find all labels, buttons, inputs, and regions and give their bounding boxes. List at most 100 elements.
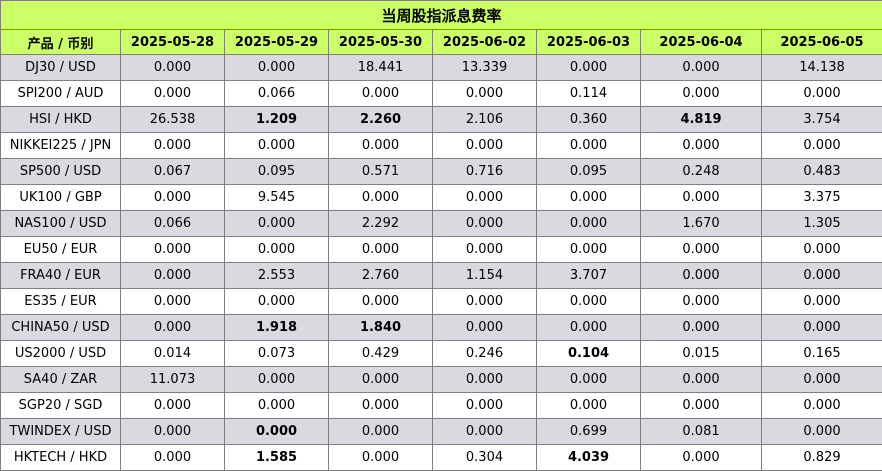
rate-cell: 2.760	[329, 263, 433, 289]
rate-cell: 3.375	[762, 185, 882, 211]
rate-cell: 0.000	[762, 315, 882, 341]
rate-cell: 11.073	[121, 367, 225, 393]
rate-cell: 1.209	[225, 107, 329, 133]
product-cell: NIKKEI225 / JPN	[1, 133, 121, 159]
rate-cell: 0.000	[225, 367, 329, 393]
column-header-date: 2025-06-04	[641, 30, 762, 55]
table-title: 当周股指派息费率	[1, 1, 882, 30]
rate-cell: 0.000	[121, 419, 225, 445]
product-cell: SP500 / USD	[1, 159, 121, 185]
rate-cell: 0.000	[641, 55, 762, 81]
rate-cell: 0.000	[121, 393, 225, 419]
rate-cell: 0.699	[537, 419, 641, 445]
rate-cell: 0.000	[762, 133, 882, 159]
rate-cell: 0.429	[329, 341, 433, 367]
product-cell: SGP20 / SGD	[1, 393, 121, 419]
rate-cell: 0.000	[433, 81, 537, 107]
rate-cell: 0.000	[537, 55, 641, 81]
rate-cell: 0.015	[641, 341, 762, 367]
rate-cell: 0.114	[537, 81, 641, 107]
rate-cell: 0.000	[433, 289, 537, 315]
rate-cell: 0.000	[329, 289, 433, 315]
rate-cell: 0.081	[641, 419, 762, 445]
rate-cell: 0.000	[329, 367, 433, 393]
rate-cell: 14.138	[762, 55, 882, 81]
column-header-date: 2025-06-02	[433, 30, 537, 55]
rate-cell: 0.104	[537, 341, 641, 367]
rate-cell: 0.066	[121, 211, 225, 237]
product-cell: SPI200 / AUD	[1, 81, 121, 107]
rate-cell: 0.000	[433, 393, 537, 419]
rate-cell: 1.918	[225, 315, 329, 341]
rate-cell: 0.000	[329, 133, 433, 159]
rate-cell: 3.707	[537, 263, 641, 289]
rate-cell: 0.066	[225, 81, 329, 107]
rate-cell: 0.000	[225, 289, 329, 315]
title-row: 当周股指派息费率	[1, 1, 882, 30]
rate-cell: 0.000	[121, 237, 225, 263]
rate-cell: 0.000	[121, 81, 225, 107]
rate-cell: 0.000	[225, 237, 329, 263]
rate-cell: 0.095	[537, 159, 641, 185]
rate-cell: 0.000	[329, 445, 433, 471]
rate-cell: 0.571	[329, 159, 433, 185]
rate-cell: 2.260	[329, 107, 433, 133]
rate-cell: 0.000	[537, 289, 641, 315]
product-cell: TWINDEX / USD	[1, 419, 121, 445]
rate-cell: 0.000	[641, 81, 762, 107]
rate-cell: 0.000	[537, 393, 641, 419]
column-header-date: 2025-05-30	[329, 30, 433, 55]
rate-cell: 0.000	[433, 211, 537, 237]
rate-cell: 0.000	[537, 133, 641, 159]
rate-cell: 26.538	[121, 107, 225, 133]
rate-cell: 0.000	[762, 367, 882, 393]
product-cell: NAS100 / USD	[1, 211, 121, 237]
rate-cell: 0.000	[641, 393, 762, 419]
rate-cell: 0.095	[225, 159, 329, 185]
rate-cell: 0.000	[329, 185, 433, 211]
product-cell: EU50 / EUR	[1, 237, 121, 263]
rate-cell: 0.000	[433, 419, 537, 445]
rate-cell: 3.754	[762, 107, 882, 133]
rate-cell: 0.000	[121, 55, 225, 81]
rate-cell: 0.000	[433, 185, 537, 211]
rate-cell: 0.000	[641, 315, 762, 341]
rate-cell: 1.840	[329, 315, 433, 341]
rate-cell: 0.165	[762, 341, 882, 367]
rate-cell: 0.000	[121, 133, 225, 159]
rate-cell: 0.000	[537, 185, 641, 211]
rate-cell: 1.305	[762, 211, 882, 237]
rate-cell: 0.829	[762, 445, 882, 471]
rate-cell: 0.000	[433, 133, 537, 159]
product-cell: US2000 / USD	[1, 341, 121, 367]
rate-cell: 0.000	[762, 419, 882, 445]
rate-cell: 0.000	[433, 315, 537, 341]
rate-cell: 0.000	[762, 81, 882, 107]
rate-cell: 0.000	[329, 393, 433, 419]
rate-cell: 4.039	[537, 445, 641, 471]
rate-cell: 0.014	[121, 341, 225, 367]
product-cell: CHINA50 / USD	[1, 315, 121, 341]
rate-cell: 0.000	[762, 237, 882, 263]
rate-cell: 0.000	[641, 367, 762, 393]
column-header-product: 产品 / 币别	[1, 30, 121, 55]
rate-cell: 0.000	[225, 133, 329, 159]
rate-cell: 0.000	[537, 367, 641, 393]
rate-cell: 0.000	[121, 315, 225, 341]
product-cell: HKTECH / HKD	[1, 445, 121, 471]
rate-cell: 0.000	[329, 81, 433, 107]
rate-cell: 1.585	[225, 445, 329, 471]
rate-cell: 13.339	[433, 55, 537, 81]
